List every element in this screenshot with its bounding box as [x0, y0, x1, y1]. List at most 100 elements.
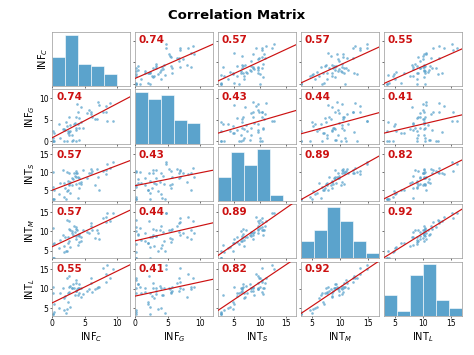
Point — [217, 119, 224, 125]
Point — [426, 64, 434, 69]
Point — [417, 58, 424, 63]
Point — [141, 68, 148, 74]
Point — [407, 126, 414, 132]
Point — [317, 64, 325, 69]
Point — [420, 132, 428, 138]
Point — [73, 286, 81, 291]
Point — [152, 233, 160, 239]
Point — [420, 223, 428, 229]
Point — [330, 63, 337, 69]
Point — [397, 130, 405, 136]
Point — [335, 173, 343, 179]
Point — [55, 191, 63, 197]
Point — [319, 187, 327, 193]
Point — [237, 238, 245, 244]
Point — [73, 127, 80, 132]
Point — [74, 121, 82, 127]
Point — [410, 121, 417, 127]
Point — [224, 246, 231, 251]
Point — [448, 210, 456, 215]
Point — [424, 179, 432, 185]
Point — [247, 132, 255, 138]
Point — [157, 67, 165, 72]
Point — [60, 181, 68, 186]
Point — [384, 196, 392, 202]
Point — [259, 45, 266, 51]
Point — [334, 68, 342, 74]
Point — [259, 219, 266, 225]
Point — [338, 171, 346, 176]
Point — [420, 116, 428, 122]
Point — [49, 256, 56, 261]
Point — [421, 169, 429, 175]
Point — [343, 138, 350, 144]
Point — [426, 137, 433, 142]
Point — [49, 138, 56, 144]
Point — [88, 223, 95, 229]
Point — [169, 174, 176, 180]
Point — [64, 299, 72, 305]
Point — [417, 233, 424, 239]
Point — [411, 61, 419, 66]
Point — [217, 310, 224, 316]
Point — [231, 301, 238, 307]
Point — [217, 138, 224, 144]
Point — [254, 285, 262, 291]
Point — [335, 170, 342, 176]
Point — [163, 41, 170, 47]
Point — [337, 138, 345, 144]
Point — [424, 227, 432, 233]
Point — [189, 218, 196, 224]
Point — [51, 301, 58, 307]
Text: 0.41: 0.41 — [388, 92, 414, 102]
Point — [134, 282, 142, 287]
Point — [94, 284, 101, 290]
Point — [364, 118, 371, 124]
Point — [261, 223, 268, 229]
Point — [88, 109, 95, 115]
Point — [231, 130, 238, 136]
Point — [230, 102, 238, 107]
Point — [250, 293, 258, 298]
Point — [420, 175, 428, 181]
Point — [74, 109, 82, 115]
Point — [74, 242, 82, 247]
Point — [308, 119, 316, 125]
Text: 0.55: 0.55 — [388, 35, 414, 45]
Point — [247, 125, 255, 131]
Point — [383, 196, 391, 202]
Point — [320, 80, 328, 85]
Point — [306, 307, 314, 313]
Point — [240, 295, 247, 300]
Point — [429, 109, 437, 114]
Point — [344, 55, 351, 61]
Point — [51, 138, 58, 144]
Point — [328, 178, 335, 184]
Point — [351, 70, 358, 76]
Point — [328, 179, 336, 185]
Point — [49, 311, 56, 317]
Point — [187, 237, 194, 242]
Point — [335, 110, 342, 115]
Point — [88, 111, 95, 116]
Point — [62, 119, 70, 125]
Point — [187, 228, 194, 233]
Point — [240, 64, 247, 69]
Point — [183, 294, 191, 299]
Bar — [187, 123, 201, 144]
Point — [217, 256, 224, 261]
Point — [141, 70, 149, 76]
Point — [338, 125, 346, 131]
Point — [407, 181, 414, 186]
Point — [64, 187, 72, 193]
Point — [417, 181, 424, 187]
Point — [329, 125, 337, 130]
Point — [157, 223, 165, 229]
Point — [165, 227, 173, 233]
Point — [344, 285, 351, 291]
Point — [70, 223, 77, 229]
Point — [237, 285, 245, 290]
Point — [217, 256, 224, 261]
Point — [435, 217, 442, 223]
Text: 0.92: 0.92 — [305, 264, 330, 274]
